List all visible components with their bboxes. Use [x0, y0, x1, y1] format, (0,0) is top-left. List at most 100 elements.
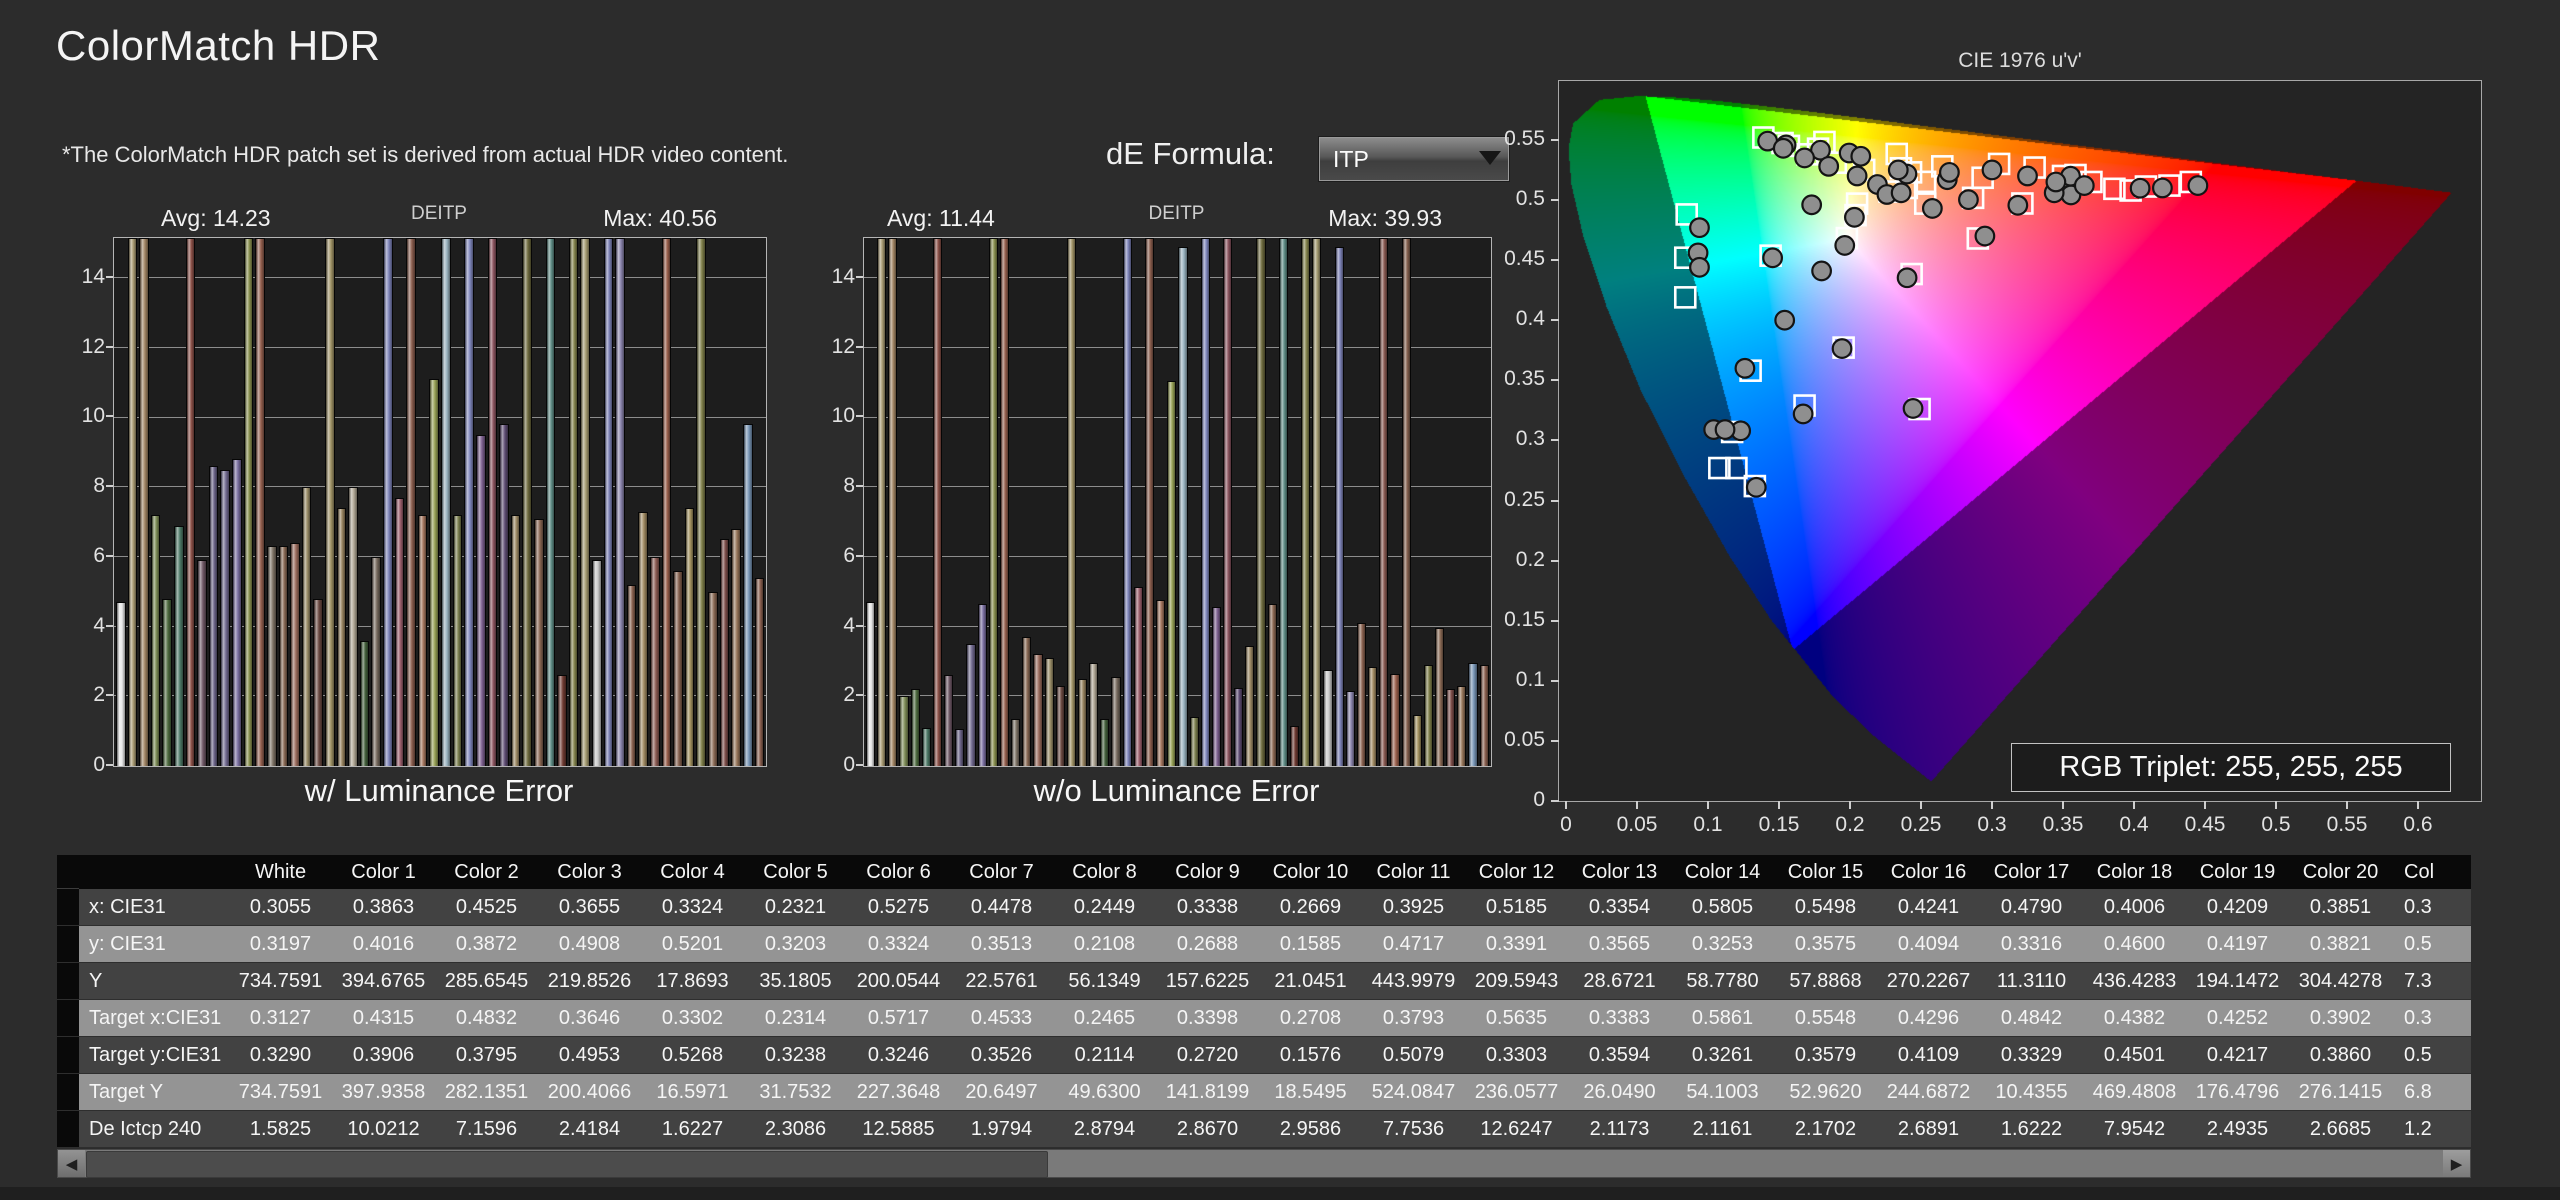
row-selector[interactable] — [57, 1037, 79, 1074]
column-header[interactable]: Color 18 — [2083, 855, 2186, 889]
table-cell[interactable]: 0.1576 — [1259, 1037, 1362, 1074]
table-cell[interactable]: 469.4808 — [2083, 1074, 2186, 1111]
row-selector[interactable] — [57, 926, 79, 963]
table-cell[interactable]: 200.0544 — [847, 963, 950, 1000]
row-selector[interactable] — [57, 1074, 79, 1111]
column-header[interactable]: Color 3 — [538, 855, 641, 889]
table-cell[interactable]: 0.3860 — [2289, 1037, 2392, 1074]
table-cell[interactable]: 0.3338 — [1156, 889, 1259, 926]
table-cell[interactable]: 0.4109 — [1877, 1037, 1980, 1074]
table-cell[interactable]: 0.3646 — [538, 1000, 641, 1037]
table-cell[interactable]: 0.4953 — [538, 1037, 641, 1074]
table-cell[interactable]: 0.4006 — [2083, 889, 2186, 926]
table-cell[interactable]: 0.3526 — [950, 1037, 1053, 1074]
table-cell[interactable]: 2.8670 — [1156, 1111, 1259, 1148]
table-cell[interactable]: 35.1805 — [744, 963, 847, 1000]
table-cell[interactable]: 0.5717 — [847, 1000, 950, 1037]
table-cell[interactable]: 0.5079 — [1362, 1037, 1465, 1074]
table-cell[interactable]: 0.4382 — [2083, 1000, 2186, 1037]
row-selector[interactable] — [57, 1000, 79, 1037]
table-cell[interactable]: 397.9358 — [332, 1074, 435, 1111]
table-cell[interactable]: 18.5495 — [1259, 1074, 1362, 1111]
table-cell[interactable]: 0.2688 — [1156, 926, 1259, 963]
table-cell[interactable]: 285.6545 — [435, 963, 538, 1000]
table-cell-partial[interactable]: 0.3 — [2392, 1000, 2471, 1037]
table-cell[interactable]: 304.4278 — [2289, 963, 2392, 1000]
column-header[interactable]: Color 5 — [744, 855, 847, 889]
table-cell[interactable]: 0.5861 — [1671, 1000, 1774, 1037]
table-cell[interactable]: 0.5268 — [641, 1037, 744, 1074]
scroll-right-button[interactable]: ▶ — [2443, 1150, 2470, 1177]
table-cell[interactable]: 200.4066 — [538, 1074, 641, 1111]
table-cell[interactable]: 2.9586 — [1259, 1111, 1362, 1148]
table-cell[interactable]: 0.4094 — [1877, 926, 1980, 963]
table-cell[interactable]: 0.3906 — [332, 1037, 435, 1074]
table-cell[interactable]: 0.3851 — [2289, 889, 2392, 926]
table-cell[interactable]: 0.3513 — [950, 926, 1053, 963]
table-cell[interactable]: 209.5943 — [1465, 963, 1568, 1000]
table-cell[interactable]: 0.3398 — [1156, 1000, 1259, 1037]
table-cell[interactable]: 0.4315 — [332, 1000, 435, 1037]
table-cell[interactable]: 176.4796 — [2186, 1074, 2289, 1111]
table-cell-partial[interactable]: 6.8 — [2392, 1074, 2471, 1111]
table-cell[interactable]: 734.7591 — [229, 1074, 332, 1111]
table-cell[interactable]: 7.9542 — [2083, 1111, 2186, 1148]
table-cell[interactable]: 443.9979 — [1362, 963, 1465, 1000]
table-cell[interactable]: 0.4842 — [1980, 1000, 2083, 1037]
table-cell[interactable]: 157.6225 — [1156, 963, 1259, 1000]
table-cell[interactable]: 22.5761 — [950, 963, 1053, 1000]
table-cell[interactable]: 0.3793 — [1362, 1000, 1465, 1037]
table-cell[interactable]: 11.3110 — [1980, 963, 2083, 1000]
column-header[interactable]: Color 12 — [1465, 855, 1568, 889]
column-header[interactable]: Color 14 — [1671, 855, 1774, 889]
table-cell[interactable]: 0.3197 — [229, 926, 332, 963]
table-cell[interactable]: 1.5825 — [229, 1111, 332, 1148]
table-cell[interactable]: 0.2321 — [744, 889, 847, 926]
table-cell-partial[interactable]: 7.3 — [2392, 963, 2471, 1000]
table-cell[interactable]: 0.2669 — [1259, 889, 1362, 926]
table-cell[interactable]: 0.4717 — [1362, 926, 1465, 963]
table-cell[interactable]: 0.3795 — [435, 1037, 538, 1074]
table-cell[interactable]: 0.3821 — [2289, 926, 2392, 963]
table-cell[interactable]: 0.3246 — [847, 1037, 950, 1074]
table-cell[interactable]: 1.6222 — [1980, 1111, 2083, 1148]
table-cell[interactable]: 0.3302 — [641, 1000, 744, 1037]
table-cell[interactable]: 236.0577 — [1465, 1074, 1568, 1111]
scroll-left-button[interactable]: ◀ — [58, 1150, 85, 1177]
table-cell[interactable]: 2.1702 — [1774, 1111, 1877, 1148]
table-cell[interactable]: 0.2465 — [1053, 1000, 1156, 1037]
table-cell[interactable]: 2.3086 — [744, 1111, 847, 1148]
table-cell[interactable]: 0.4197 — [2186, 926, 2289, 963]
table-cell[interactable]: 0.4016 — [332, 926, 435, 963]
table-cell[interactable]: 0.4217 — [2186, 1037, 2289, 1074]
table-cell[interactable]: 0.5275 — [847, 889, 950, 926]
de-formula-dropdown[interactable]: ITP — [1318, 136, 1510, 182]
table-cell[interactable]: 0.2108 — [1053, 926, 1156, 963]
table-cell[interactable]: 0.3863 — [332, 889, 435, 926]
column-header[interactable]: White — [229, 855, 332, 889]
table-cell[interactable]: 7.1596 — [435, 1111, 538, 1148]
table-cell[interactable]: 0.4533 — [950, 1000, 1053, 1037]
table-cell[interactable]: 0.3575 — [1774, 926, 1877, 963]
table-cell[interactable]: 0.3565 — [1568, 926, 1671, 963]
table-cell[interactable]: 0.2720 — [1156, 1037, 1259, 1074]
column-header[interactable]: Color 7 — [950, 855, 1053, 889]
table-cell[interactable]: 58.7780 — [1671, 963, 1774, 1000]
table-cell-partial[interactable]: 0.5 — [2392, 926, 2471, 963]
table-cell[interactable]: 0.5635 — [1465, 1000, 1568, 1037]
table-cell[interactable]: 0.3579 — [1774, 1037, 1877, 1074]
column-header[interactable]: Color 15 — [1774, 855, 1877, 889]
table-cell[interactable]: 2.4935 — [2186, 1111, 2289, 1148]
table-cell[interactable]: 10.0212 — [332, 1111, 435, 1148]
table-cell[interactable]: 0.3303 — [1465, 1037, 1568, 1074]
table-cell[interactable]: 0.2114 — [1053, 1037, 1156, 1074]
table-cell[interactable]: 0.3238 — [744, 1037, 847, 1074]
table-cell[interactable]: 194.1472 — [2186, 963, 2289, 1000]
table-cell[interactable]: 0.3329 — [1980, 1037, 2083, 1074]
table-cell[interactable]: 276.1415 — [2289, 1074, 2392, 1111]
table-cell[interactable]: 49.6300 — [1053, 1074, 1156, 1111]
row-selector[interactable] — [57, 889, 79, 926]
table-cell-partial[interactable]: 0.3 — [2392, 889, 2471, 926]
column-header-partial[interactable]: Col — [2392, 855, 2471, 889]
table-cell[interactable]: 0.3290 — [229, 1037, 332, 1074]
